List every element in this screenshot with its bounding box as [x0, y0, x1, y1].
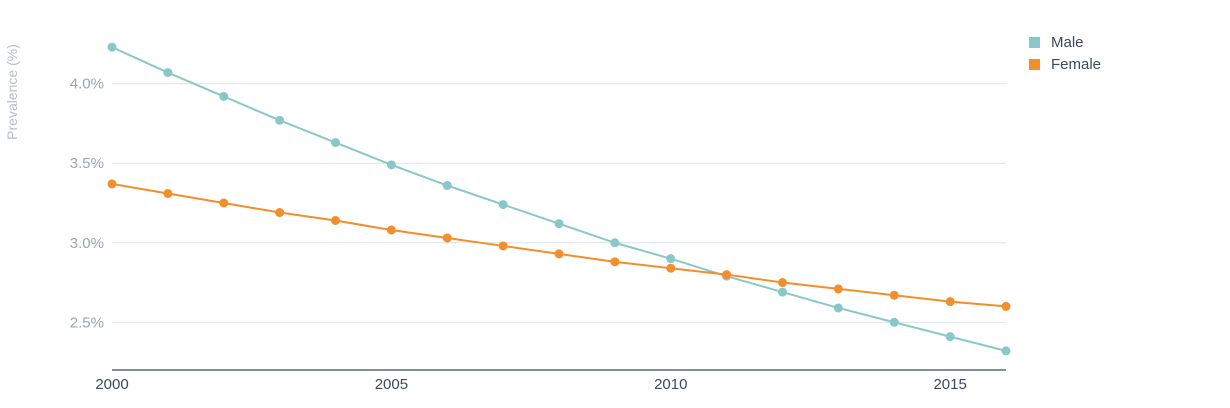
x-tick-label: 2000 [95, 376, 128, 393]
data-point-female[interactable] [778, 278, 787, 288]
data-point-male[interactable] [1001, 346, 1011, 356]
data-point-female[interactable] [666, 263, 676, 273]
data-point-male[interactable] [275, 115, 285, 125]
y-tick-label: 3.0% [70, 235, 104, 252]
data-point-male[interactable] [219, 91, 229, 101]
legend-swatch-male [1029, 37, 1040, 48]
data-point-male[interactable] [386, 160, 396, 170]
y-tick-label: 4.0% [70, 76, 104, 93]
data-point-female[interactable] [275, 208, 285, 218]
data-point-male[interactable] [331, 138, 340, 148]
data-point-male[interactable] [554, 219, 564, 229]
series [107, 42, 1011, 356]
y-axis-title: Prevalence (%) [4, 44, 20, 140]
data-point-female[interactable] [498, 241, 508, 251]
gridlines [112, 83, 1006, 323]
data-point-female[interactable] [331, 215, 340, 225]
legend-label-male[interactable]: Male [1051, 34, 1084, 51]
legend: Male Female [1029, 34, 1101, 73]
data-point-male[interactable] [833, 303, 843, 313]
data-point-female[interactable] [554, 249, 564, 259]
data-point-female[interactable] [833, 284, 843, 294]
data-point-female[interactable] [945, 297, 955, 307]
data-point-male[interactable] [778, 287, 787, 297]
x-tick-label: 2005 [375, 376, 408, 393]
data-point-female[interactable] [107, 179, 117, 189]
data-point-female[interactable] [386, 225, 396, 235]
data-point-female[interactable] [163, 188, 173, 198]
legend-swatch-female [1029, 59, 1040, 70]
data-point-male[interactable] [498, 200, 508, 210]
axes: 2.5% 3.0% 3.5% 4.0% 2000 2005 2010 2015 Prevalen… [4, 44, 1006, 393]
data-point-female[interactable] [442, 233, 452, 243]
x-tick-label: 2015 [933, 376, 966, 393]
data-point-female[interactable] [1001, 301, 1011, 311]
data-point-male[interactable] [945, 332, 955, 342]
series-line-female [111, 182, 1007, 308]
data-point-female[interactable] [219, 198, 229, 208]
data-point-male[interactable] [163, 68, 173, 78]
data-point-female[interactable] [610, 257, 620, 267]
data-point-male[interactable] [610, 238, 620, 248]
data-point-male[interactable] [889, 317, 899, 327]
data-point-female[interactable] [889, 290, 899, 300]
data-point-male[interactable] [107, 42, 117, 52]
legend-label-female[interactable]: Female [1051, 56, 1101, 73]
y-tick-label: 2.5% [70, 314, 104, 331]
data-point-male[interactable] [666, 254, 676, 264]
series-line-male [111, 46, 1007, 352]
data-point-female[interactable] [722, 270, 732, 280]
data-point-male[interactable] [442, 181, 452, 191]
y-tick-label: 3.5% [70, 155, 104, 172]
x-tick-label: 2010 [654, 376, 687, 393]
